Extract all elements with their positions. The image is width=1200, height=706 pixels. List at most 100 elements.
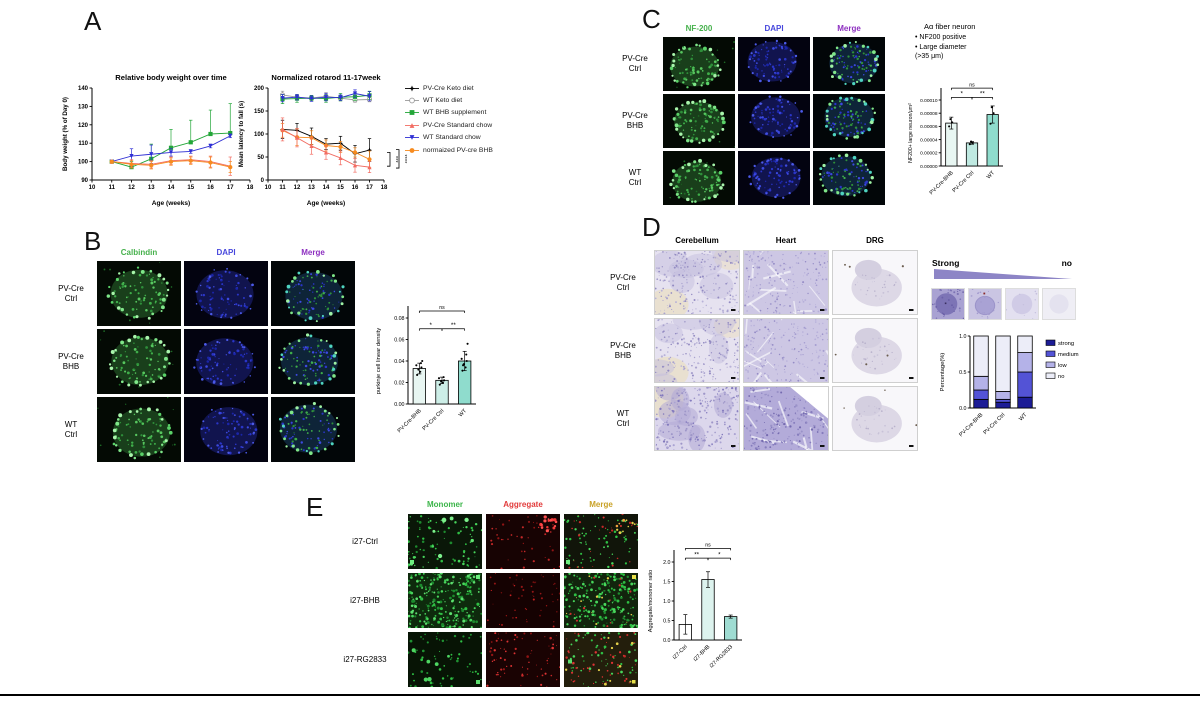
svg-text:10: 10 xyxy=(89,185,96,191)
legend-label: WT BHB supplement xyxy=(423,109,487,117)
svg-text:17: 17 xyxy=(227,185,234,191)
svg-text:Aggregate/monomer ratio: Aggregate/monomer ratio xyxy=(648,570,654,632)
svg-text:120: 120 xyxy=(78,123,89,129)
legend-marker-circle xyxy=(405,147,419,153)
micrograph-if-green xyxy=(97,261,181,326)
panel-c-label: C xyxy=(642,4,661,34)
svg-text:Age (weeks): Age (weeks) xyxy=(307,200,345,207)
svg-text:0.00002: 0.00002 xyxy=(920,151,938,157)
legend-label: WT Keto diet xyxy=(423,97,463,105)
svg-text:0.0: 0.0 xyxy=(959,406,966,412)
svg-text:Percentage(%): Percentage(%) xyxy=(940,353,946,392)
svg-text:0.02: 0.02 xyxy=(394,380,404,386)
rotarod-line-chart: 10 11 12 13 14 15 16 17 18 0 50 100 150 200 Normalized… xyxy=(238,73,407,207)
svg-text:Mean latency to fall (s): Mean latency to fall (s) xyxy=(238,101,245,167)
svg-text:10: 10 xyxy=(265,185,272,191)
svg-text:i27-BHB: i27-BHB xyxy=(693,644,712,663)
column-header-drg: DRG xyxy=(866,236,884,245)
legend-item: WT Standard chow xyxy=(404,132,493,144)
svg-text:11: 11 xyxy=(109,185,116,191)
micrograph-if-green xyxy=(97,329,181,394)
svg-text:0.0: 0.0 xyxy=(663,638,670,644)
monomer-aggregate-image-grid: Monomer Aggregate Merge i27-Ctrl i27-BHB i27-… xyxy=(330,500,638,687)
note-title: Aα fiber neuron xyxy=(924,22,976,31)
micrograph-if-green xyxy=(663,94,735,148)
row-label: i27-BHB xyxy=(350,595,380,605)
svg-text:1.0: 1.0 xyxy=(959,334,966,340)
stain-gradient-key: Strong no xyxy=(931,258,1077,320)
svg-text:ns: ns xyxy=(705,543,711,549)
micrograph-if-dapi xyxy=(738,151,810,205)
row-label: PV-Cre Ctrl xyxy=(58,283,84,303)
histology-histo-drg xyxy=(832,386,918,451)
svg-text:15: 15 xyxy=(187,185,194,191)
svg-text:medium: medium xyxy=(1058,352,1079,358)
svg-text:****: **** xyxy=(401,154,407,164)
micrograph-if-merge xyxy=(271,329,355,394)
micrograph-if-green xyxy=(663,37,735,91)
svg-text:low: low xyxy=(1058,363,1068,369)
histology-histo-heart xyxy=(743,318,829,383)
micrograph-if-dapi xyxy=(184,261,268,326)
micrograph-if-merge xyxy=(813,94,885,148)
legend-marker-star xyxy=(405,85,419,92)
column-header-cerebellum: Cerebellum xyxy=(675,236,719,245)
legend-label: PV-Cre Keto diet xyxy=(423,84,474,92)
micrograph-if-merge xyxy=(271,397,355,462)
svg-text:Relative body weight over time: Relative body weight over time xyxy=(115,73,226,82)
histology-histo-heart-dark xyxy=(743,386,829,451)
histology-histo-drg xyxy=(832,250,918,315)
note-bullet: NF200 positive xyxy=(915,33,1015,42)
micrograph-e-green-dim xyxy=(408,632,482,687)
svg-text:PV-Cre-BHB: PV-Cre-BHB xyxy=(958,412,984,438)
nf200-bar-chart: 0.00000 0.00002 0.00004 0.00006 0.00008 0.000… xyxy=(908,82,1003,196)
svg-text:100: 100 xyxy=(78,160,89,166)
row-label: PV-Cre Ctrl xyxy=(610,272,636,292)
svg-text:no: no xyxy=(1058,374,1064,380)
svg-text:ns: ns xyxy=(439,305,445,311)
svg-text:PV-Cre Ctrl: PV-Cre Ctrl xyxy=(983,412,1007,436)
svg-text:*: * xyxy=(960,91,963,98)
svg-text:14: 14 xyxy=(323,185,330,191)
legend-marker-triangle-down xyxy=(405,135,419,141)
svg-text:16: 16 xyxy=(207,185,214,191)
column-header-merge: Merge xyxy=(301,248,325,257)
svg-text:13: 13 xyxy=(148,185,155,191)
column-header-nf-200: NF-200 xyxy=(685,24,713,33)
micrograph-if-green xyxy=(97,397,181,462)
svg-text:18: 18 xyxy=(247,185,254,191)
svg-text:1.0: 1.0 xyxy=(663,599,670,605)
column-header-aggregate: Aggregate xyxy=(503,500,543,509)
histology-histo-cb-dark xyxy=(654,386,740,451)
svg-text:PV-Cre Ctrl: PV-Cre Ctrl xyxy=(952,170,976,194)
svg-text:11: 11 xyxy=(279,185,286,191)
svg-text:16: 16 xyxy=(352,185,359,191)
svg-text:**: ** xyxy=(451,322,456,329)
column-header-heart: Heart xyxy=(775,236,797,245)
row-label: PV-Cre BHB xyxy=(622,111,648,130)
column-header-merge: Merge xyxy=(589,500,613,509)
svg-text:1.5: 1.5 xyxy=(663,579,670,585)
legend-item: WT Keto diet xyxy=(404,94,493,106)
svg-text:ns: ns xyxy=(969,82,975,88)
micrograph-if-green xyxy=(663,151,735,205)
row-label: WT Ctrl xyxy=(616,408,630,428)
svg-text:*: * xyxy=(429,322,432,329)
svg-text:PV-Cre-BHB: PV-Cre-BHB xyxy=(929,170,955,196)
gradient-example-tiles xyxy=(931,288,1077,320)
micrograph-if-dapi xyxy=(738,37,810,91)
row-label: i27-Ctrl xyxy=(352,536,378,546)
svg-text:0.08: 0.08 xyxy=(394,316,404,322)
svg-text:WT: WT xyxy=(458,408,469,419)
micrograph-e-red-cluster xyxy=(486,514,560,569)
svg-text:0.5: 0.5 xyxy=(663,618,670,624)
purkinje-density-bar-chart: 0.00 0.02 0.04 0.06 0.08 purkinje cell linear… xyxy=(376,305,476,434)
row-label: WT Ctrl xyxy=(628,168,642,187)
svg-text:strong: strong xyxy=(1058,341,1074,347)
svg-text:90: 90 xyxy=(81,178,88,184)
micrograph-e-merge-1 xyxy=(564,514,638,569)
legend-item: WT BHB supplement xyxy=(404,107,493,119)
svg-text:140: 140 xyxy=(78,86,89,92)
svg-text:Body weight (% of Day 0): Body weight (% of Day 0) xyxy=(62,97,69,171)
